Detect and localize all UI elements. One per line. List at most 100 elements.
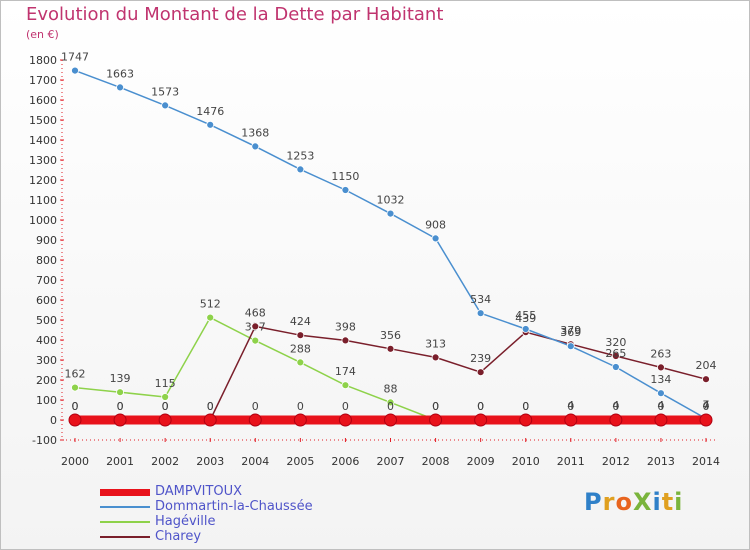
data-label: 263 bbox=[650, 347, 671, 360]
x-tick-label: 2012 bbox=[602, 455, 630, 468]
y-tick-label: 800 bbox=[36, 254, 57, 267]
legend-label-dampvitoux: DAMPVITOUX bbox=[155, 484, 243, 499]
data-point bbox=[702, 375, 710, 384]
data-label: 239 bbox=[470, 352, 491, 365]
data-point bbox=[429, 413, 443, 427]
y-tick-label: 1500 bbox=[29, 114, 57, 127]
data-label: 7 bbox=[703, 399, 710, 412]
data-point bbox=[657, 363, 665, 372]
data-label: 379 bbox=[560, 324, 581, 337]
logo-letter: X bbox=[632, 488, 653, 516]
y-tick-label: 1300 bbox=[29, 154, 57, 167]
data-label: 908 bbox=[425, 218, 446, 231]
y-tick-label: 1100 bbox=[29, 194, 57, 207]
data-label: 1368 bbox=[241, 126, 269, 139]
data-point bbox=[251, 336, 260, 345]
data-label: 1476 bbox=[196, 105, 224, 118]
data-label: 115 bbox=[155, 377, 176, 390]
data-point bbox=[116, 388, 124, 397]
data-label: 1253 bbox=[286, 149, 314, 162]
data-label: 4 bbox=[567, 399, 574, 412]
data-label: 0 bbox=[207, 400, 214, 413]
data-point bbox=[609, 413, 623, 427]
chart-title: Evolution du Montant de la Dette par Hab… bbox=[26, 4, 444, 25]
data-point bbox=[296, 358, 305, 367]
y-tick-label: 200 bbox=[36, 374, 57, 387]
y-tick-label: 1200 bbox=[29, 174, 57, 187]
data-label: 288 bbox=[290, 342, 311, 355]
data-label: 139 bbox=[110, 372, 131, 385]
data-label: 320 bbox=[605, 336, 626, 349]
data-label: 1150 bbox=[331, 170, 359, 183]
y-tick-label: 1400 bbox=[29, 134, 57, 147]
y-tick-label: 0 bbox=[50, 414, 57, 427]
data-point bbox=[386, 209, 395, 218]
data-label: 174 bbox=[335, 365, 356, 378]
data-point bbox=[206, 120, 215, 129]
data-point bbox=[161, 101, 170, 110]
data-point bbox=[476, 309, 485, 318]
data-point bbox=[521, 325, 530, 333]
data-point bbox=[251, 322, 260, 331]
data-point bbox=[431, 353, 440, 362]
data-point bbox=[611, 352, 620, 360]
data-point bbox=[699, 413, 713, 427]
proxiti-logo: ProXiti bbox=[584, 488, 683, 516]
data-label: 0 bbox=[612, 400, 619, 413]
legend-swatch-hageville bbox=[100, 521, 150, 523]
y-tick-label: 1800 bbox=[29, 54, 57, 67]
x-tick-label: 2006 bbox=[331, 455, 359, 468]
data-label: 162 bbox=[65, 368, 86, 381]
data-point bbox=[71, 383, 79, 392]
x-tick-label: 2004 bbox=[241, 455, 269, 468]
logo-letter: i bbox=[674, 488, 684, 516]
data-point bbox=[296, 331, 305, 340]
y-tick-label: 400 bbox=[36, 334, 57, 347]
data-label: 88 bbox=[384, 382, 398, 395]
data-label: 398 bbox=[335, 320, 356, 333]
data-point bbox=[116, 83, 124, 92]
data-label: 0 bbox=[657, 400, 664, 413]
data-point bbox=[71, 66, 79, 75]
data-label: 0 bbox=[252, 400, 259, 413]
data-label: 0 bbox=[432, 400, 439, 413]
data-label: 1663 bbox=[106, 67, 134, 80]
data-label: 0 bbox=[477, 400, 484, 413]
legend-swatch-charey bbox=[100, 536, 150, 538]
chart-subtitle: (en €) bbox=[26, 28, 59, 41]
x-tick-label: 2002 bbox=[151, 455, 179, 468]
x-tick-label: 2008 bbox=[422, 455, 450, 468]
data-label: 0 bbox=[477, 400, 484, 413]
data-label: 369 bbox=[560, 326, 581, 339]
legend-swatch-dommartin bbox=[100, 506, 150, 508]
data-label: 265 bbox=[605, 347, 626, 360]
data-label: 0 bbox=[162, 400, 169, 413]
data-label: 512 bbox=[200, 298, 221, 311]
y-tick-label: 600 bbox=[36, 294, 57, 307]
data-label: 455 bbox=[515, 309, 536, 322]
series-line-1 bbox=[74, 69, 707, 420]
data-label: 0 bbox=[297, 400, 304, 413]
y-tick-label: 500 bbox=[36, 314, 57, 327]
data-label: 0 bbox=[72, 400, 79, 413]
data-point bbox=[341, 336, 350, 345]
data-label: 468 bbox=[245, 306, 266, 319]
data-point bbox=[338, 413, 352, 427]
data-point bbox=[654, 413, 668, 427]
data-label: 0 bbox=[703, 400, 710, 413]
logo-letter: P bbox=[584, 488, 603, 516]
data-point bbox=[386, 344, 395, 353]
x-tick-label: 2003 bbox=[196, 455, 224, 468]
x-tick-label: 2010 bbox=[512, 455, 540, 468]
data-point bbox=[566, 342, 575, 351]
data-point bbox=[657, 389, 665, 398]
data-label: 0 bbox=[117, 400, 124, 413]
data-point bbox=[206, 313, 215, 322]
data-label: 439 bbox=[515, 312, 536, 325]
data-label: 0 bbox=[522, 400, 529, 413]
data-point bbox=[203, 413, 217, 427]
data-point bbox=[611, 363, 620, 371]
data-label: 134 bbox=[650, 373, 671, 386]
data-point bbox=[431, 234, 440, 243]
